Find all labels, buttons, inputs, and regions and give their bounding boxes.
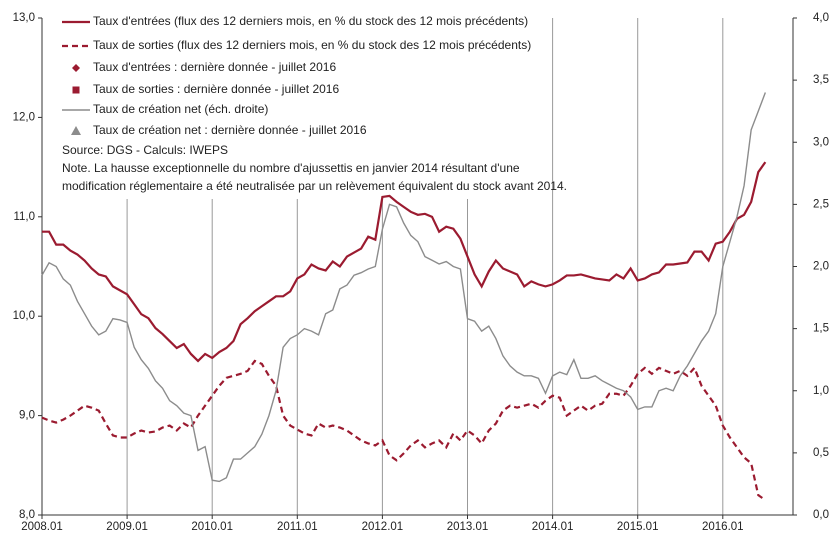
y-tick-label: 13,0: [13, 12, 35, 24]
y2-tick-label: 4,0: [813, 12, 829, 24]
y-tick-label: 12,0: [13, 111, 35, 123]
legend-label: Taux d'entrées : dernière donnée - juill…: [93, 60, 336, 74]
y2-tick-label: 1,0: [813, 385, 829, 397]
legend-label: Taux d'entrées (flux des 12 derniers moi…: [93, 14, 528, 28]
x-tick-label: 2012.01: [362, 521, 404, 533]
y2-tick-label: 3,5: [813, 74, 829, 86]
y2-tick-label: 0,5: [813, 447, 829, 459]
series-line: [41, 92, 767, 483]
legend-label: Taux de création net (éch. droite): [93, 102, 268, 116]
x-tick-label: 2016.01: [702, 521, 744, 533]
legend-label: Taux de sorties (flux des 12 derniers mo…: [93, 38, 531, 52]
y2-tick-label: 0,0: [813, 509, 829, 521]
legend-marker: [71, 126, 81, 135]
y-tick-label: 9,0: [19, 410, 35, 422]
annotation: Note. La hausse exceptionnelle du nombre…: [62, 161, 520, 175]
annotation: modification réglementaire a été neutral…: [62, 179, 567, 193]
x-tick-label: 2013.01: [447, 521, 489, 533]
legend-marker: [72, 86, 80, 94]
y-tick-label: 10,0: [13, 310, 35, 322]
x-tick-label: 2010.01: [191, 521, 233, 533]
x-tick-label: 2008.01: [21, 521, 63, 533]
legend-label: Taux de sorties : dernière donnée - juil…: [93, 82, 339, 96]
y2-tick-label: 1,5: [813, 323, 829, 335]
legend-background: [44, 19, 514, 199]
x-tick-label: 2015.01: [617, 521, 659, 533]
x-tick-label: 2009.01: [106, 521, 148, 533]
x-tick-label: 2011.01: [277, 521, 318, 533]
series-line: [42, 161, 767, 363]
y2-tick-label: 2,5: [813, 198, 829, 210]
series-line: [41, 359, 766, 501]
legend-label: Taux de création net : dernière donnée -…: [93, 123, 367, 137]
y-tick-label: 11,0: [13, 211, 35, 223]
x-tick-label: 2014.01: [532, 521, 574, 533]
y2-tick-label: 3,0: [813, 136, 829, 148]
legend-marker: [72, 64, 80, 72]
y-tick-label: 8,0: [19, 509, 35, 521]
annotation: Source: DGS - Calculs: IWEPS: [62, 143, 228, 157]
y2-tick-label: 2,0: [813, 261, 829, 273]
